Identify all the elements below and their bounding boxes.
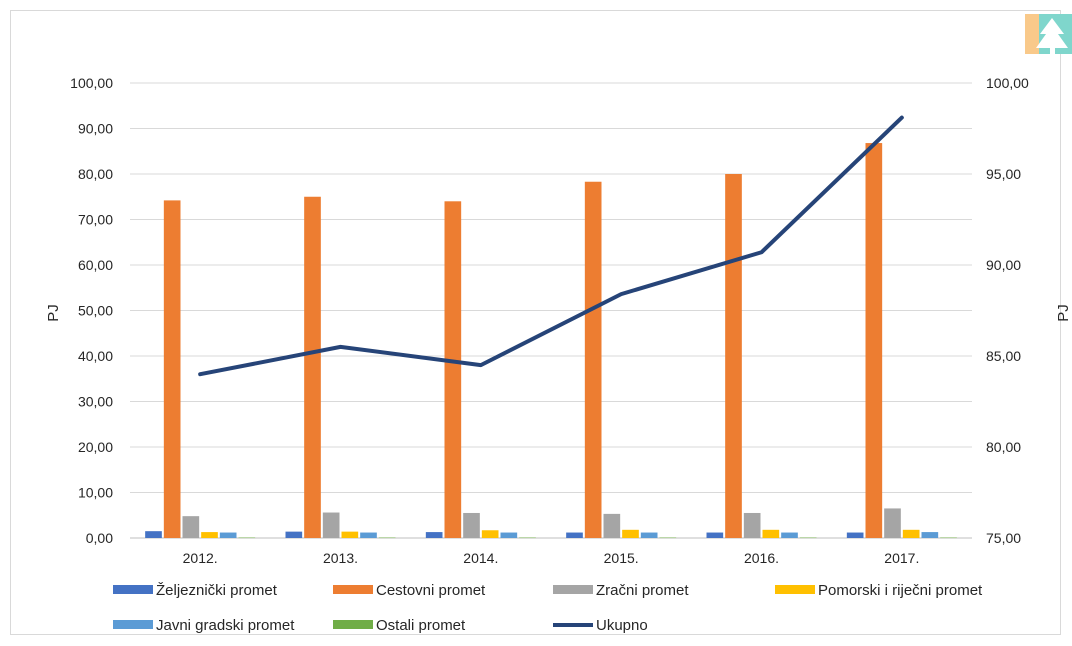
bar bbox=[706, 532, 724, 538]
bar bbox=[163, 200, 181, 538]
x-tick-label: 2013. bbox=[323, 550, 358, 566]
bar bbox=[500, 532, 518, 538]
legend-label: Cestovni promet bbox=[376, 582, 486, 599]
bar bbox=[519, 537, 536, 539]
x-tick-label: 2017. bbox=[884, 550, 919, 566]
y-tick-label: 60,00 bbox=[78, 257, 113, 273]
bar bbox=[584, 181, 602, 539]
bar bbox=[201, 532, 218, 538]
bar bbox=[463, 512, 480, 538]
bar bbox=[285, 531, 303, 538]
bar bbox=[622, 529, 639, 538]
legend-label: Zračni promet bbox=[596, 582, 689, 599]
chart-frame bbox=[10, 10, 1061, 635]
y-tick-label: 40,00 bbox=[78, 348, 113, 364]
legend: Željeznički promet Cestovni promet Zračni … bbox=[113, 582, 983, 634]
x-tick-label: 2016. bbox=[744, 550, 779, 566]
bar bbox=[603, 513, 621, 538]
x-tick-label: 2012. bbox=[183, 550, 218, 566]
bar bbox=[481, 530, 499, 538]
bar bbox=[781, 532, 798, 538]
bar bbox=[360, 532, 377, 538]
total-line bbox=[198, 115, 904, 377]
legend-swatch bbox=[333, 620, 373, 629]
bar bbox=[425, 532, 443, 538]
legend-swatch bbox=[775, 585, 815, 594]
y2-tick-label: 80,00 bbox=[986, 439, 1021, 455]
legend-label: Pomorski i riječni promet bbox=[818, 582, 983, 599]
y-tick-label: 90,00 bbox=[78, 121, 113, 137]
bar bbox=[219, 532, 237, 538]
bar bbox=[378, 537, 396, 539]
y-tick-label: 100,00 bbox=[70, 75, 113, 91]
bar bbox=[238, 537, 256, 539]
bar bbox=[304, 196, 321, 538]
bar bbox=[659, 537, 677, 539]
bar bbox=[921, 532, 939, 538]
bar-series bbox=[145, 143, 957, 539]
bar bbox=[743, 512, 761, 538]
bar bbox=[865, 143, 883, 538]
legend-swatch bbox=[113, 585, 153, 594]
bar bbox=[799, 537, 817, 539]
legend-swatch bbox=[113, 620, 153, 629]
legend-label: Ostali promet bbox=[376, 617, 466, 634]
y-tick-label: 10,00 bbox=[78, 485, 113, 501]
bar bbox=[341, 531, 359, 538]
y-tick-label: 70,00 bbox=[78, 212, 113, 228]
y-tick-label: 20,00 bbox=[78, 439, 113, 455]
x-tick-label: 2014. bbox=[463, 550, 498, 566]
line-series bbox=[198, 115, 904, 377]
y2-tick-label: 100,00 bbox=[986, 75, 1029, 91]
bar bbox=[902, 529, 920, 538]
y-tick-label: 30,00 bbox=[78, 394, 113, 410]
y-tick-label: 80,00 bbox=[78, 166, 113, 182]
x-tick-label: 2015. bbox=[604, 550, 639, 566]
y2-axis-title: PJ bbox=[1055, 304, 1072, 322]
bar bbox=[145, 531, 162, 538]
y2-tick-label: 85,00 bbox=[986, 348, 1021, 364]
bar bbox=[566, 532, 583, 538]
bar bbox=[322, 512, 340, 538]
y2-tick-label: 75,00 bbox=[986, 530, 1021, 546]
legend-label: Željeznički promet bbox=[156, 582, 278, 599]
bar bbox=[940, 537, 957, 539]
x-axis-ticks: 2012. 2013. 2014. 2015. 2016. 2017. bbox=[183, 550, 920, 566]
bar bbox=[182, 516, 200, 538]
tree-logo-icon bbox=[1025, 14, 1072, 54]
left-axis-ticks: 0,00 10,00 20,00 30,00 40,00 50,00 60,00 70,00 8… bbox=[70, 75, 113, 546]
legend-label: Javni gradski promet bbox=[156, 617, 295, 634]
bar bbox=[725, 174, 742, 538]
y-tick-label: 50,00 bbox=[78, 303, 113, 319]
bar bbox=[444, 201, 462, 539]
bar bbox=[762, 529, 780, 538]
y2-tick-label: 95,00 bbox=[986, 166, 1021, 182]
bar bbox=[884, 508, 901, 538]
legend-label: Ukupno bbox=[596, 617, 648, 634]
bar bbox=[846, 532, 864, 538]
bar bbox=[640, 532, 658, 538]
gridlines bbox=[130, 82, 972, 539]
y-tick-label: 0,00 bbox=[86, 530, 113, 546]
legend-swatch bbox=[553, 585, 593, 594]
right-axis-ticks: 75,00 80,00 85,00 90,00 95,00 100,00 bbox=[986, 75, 1029, 546]
legend-swatch bbox=[333, 585, 373, 594]
y-axis-title: PJ bbox=[45, 304, 62, 322]
y2-tick-label: 90,00 bbox=[986, 257, 1021, 273]
